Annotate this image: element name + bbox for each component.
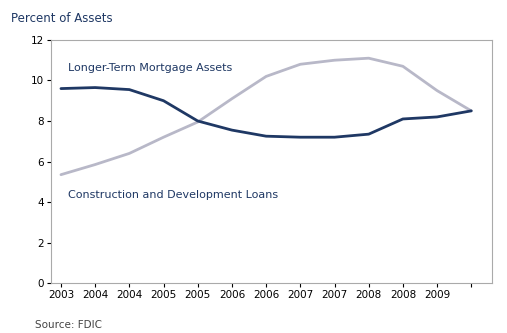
Text: Source: FDIC: Source: FDIC — [35, 320, 102, 330]
Text: Percent of Assets: Percent of Assets — [11, 12, 113, 25]
Text: Longer-Term Mortgage Assets: Longer-Term Mortgage Assets — [68, 63, 232, 73]
Text: Construction and Development Loans: Construction and Development Loans — [68, 190, 278, 200]
